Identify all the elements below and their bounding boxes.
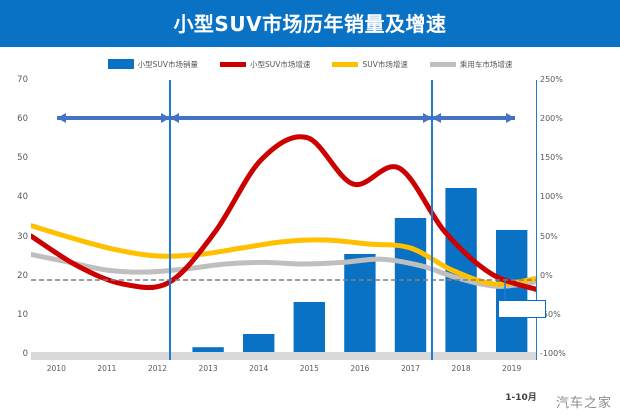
legend-label-suv-growth: SUV市场增速 bbox=[362, 59, 408, 69]
y-tick-left: 40 bbox=[17, 192, 28, 203]
x-tick-label: 2013 bbox=[198, 364, 218, 373]
y-tick-left: 60 bbox=[17, 114, 28, 125]
annotation-group bbox=[31, 80, 537, 360]
y-tick-right: 0% bbox=[540, 270, 553, 280]
plot-svg bbox=[31, 80, 537, 360]
span-arrow-head-icon bbox=[432, 113, 441, 123]
page-title: 小型SUV市场历年销量及增速 bbox=[173, 12, 447, 36]
span-arrow-head-icon bbox=[161, 113, 170, 123]
span-arrow-head-icon bbox=[506, 113, 515, 123]
last-period-label: 1-10月 bbox=[505, 393, 537, 403]
bar-series-group bbox=[40, 188, 528, 360]
line-series[interactable] bbox=[31, 134, 537, 293]
legend-item-small-suv-growth[interactable]: 小型SUV市场增速 bbox=[220, 59, 310, 70]
legend-label-passenger-car-growth: 乘用车市场增速 bbox=[459, 59, 513, 69]
y-tick-left: 10 bbox=[17, 309, 28, 320]
x-tick-label: 2012 bbox=[147, 364, 168, 373]
legend-item-suv-growth[interactable]: SUV市场增速 bbox=[332, 59, 408, 70]
baseline-band bbox=[31, 352, 537, 360]
x-tick-label: 2018 bbox=[451, 364, 471, 373]
y-tick-left: 20 bbox=[17, 270, 28, 281]
line-series[interactable] bbox=[31, 251, 537, 289]
y-tick-left: 50 bbox=[17, 153, 28, 164]
y-tick-right: 100% bbox=[540, 192, 563, 202]
legend-swatch-bar-icon bbox=[107, 59, 134, 69]
y-tick-left: 30 bbox=[17, 231, 28, 242]
plot-area bbox=[31, 80, 537, 360]
bar[interactable] bbox=[496, 230, 528, 360]
y-tick-right: 200% bbox=[540, 114, 563, 124]
y-tick-right: 50% bbox=[540, 231, 558, 241]
x-tick-label: 2017 bbox=[400, 364, 421, 373]
bar[interactable] bbox=[394, 218, 427, 360]
x-tick-label: 2015 bbox=[299, 364, 319, 373]
chart-legend: 小型SUV市场销量 小型SUV市场增速 SUV市场增速 乘用车市场增速 bbox=[0, 56, 620, 72]
x-tick-label: 2010 bbox=[46, 364, 66, 373]
legend-label-sales: 小型SUV市场销量 bbox=[137, 59, 199, 69]
y-tick-right: 250% bbox=[540, 75, 563, 84]
y-tick-right: -50% bbox=[540, 309, 561, 319]
legend-label-small-suv-growth: 小型SUV市场增速 bbox=[250, 59, 311, 69]
x-tick-label: 2019 bbox=[502, 364, 522, 373]
bar[interactable] bbox=[293, 302, 325, 360]
span-arrow-head-icon bbox=[170, 113, 179, 123]
legend-swatch-red-line-icon bbox=[220, 61, 247, 67]
x-tick-label: 2011 bbox=[97, 364, 117, 373]
y-tick-left: 70 bbox=[17, 75, 28, 85]
legend-item-passenger-car-growth[interactable]: 乘用车市场增速 bbox=[429, 59, 513, 70]
x-tick-label: 2016 bbox=[350, 364, 370, 373]
x-axis: 2010 2011 2012 2013 2014 2015 2016 2017 2018 2019 bbox=[31, 362, 537, 378]
bar[interactable] bbox=[344, 254, 376, 360]
y-tick-right: -100% bbox=[540, 349, 566, 358]
span-arrow-head-icon bbox=[57, 113, 66, 123]
legend-swatch-grey-line-icon bbox=[429, 61, 456, 67]
y-tick-left: 0 bbox=[22, 349, 28, 359]
y-axis-left: 70 60 50 40 30 20 10 0 bbox=[0, 75, 28, 360]
legend-swatch-yellow-line-icon bbox=[332, 61, 359, 67]
line-series-group bbox=[31, 134, 537, 293]
legend-item-sales[interactable]: 小型SUV市场销量 bbox=[107, 59, 199, 70]
y-axis-right: 250% 200% 150% 100% 50% 0% -50% -100% bbox=[540, 75, 585, 360]
title-bar: 小型SUV市场历年销量及增速 bbox=[0, 0, 620, 47]
data-callout-box bbox=[498, 300, 546, 318]
x-tick-label: 2014 bbox=[249, 364, 269, 373]
y-tick-right: 150% bbox=[540, 153, 563, 163]
line-series[interactable] bbox=[31, 223, 537, 287]
watermark: 汽车之家 bbox=[555, 396, 612, 411]
span-arrow-head-icon bbox=[423, 113, 432, 123]
